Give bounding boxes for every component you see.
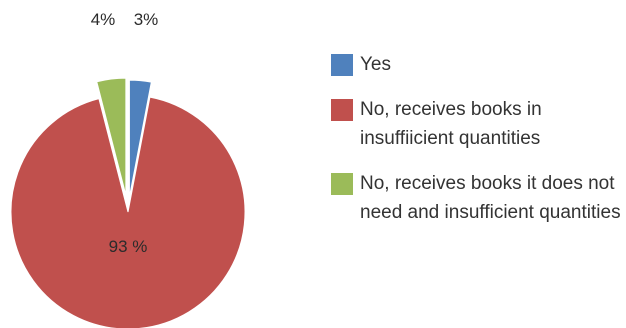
legend: Yes No, receives books in insuffiicient … (331, 50, 621, 243)
legend-swatch-yes (331, 54, 353, 76)
pie-data-labels: 3% 93 % 4% (91, 10, 159, 256)
legend-item-no-not-needed: No, receives books it does not need and … (331, 169, 621, 227)
legend-swatch-no-not-needed (331, 173, 353, 195)
data-label-yes: 3% (134, 10, 159, 29)
legend-swatch-no-insufficient (331, 99, 353, 121)
legend-item-yes: Yes (331, 50, 621, 79)
data-label-no-not-needed: 4% (91, 10, 116, 29)
legend-item-no-insufficient: No, receives books in insuffiicient quan… (331, 95, 621, 153)
legend-label-yes: Yes (360, 54, 391, 75)
legend-label-no-not-needed: No, receives books it does not need and … (360, 173, 621, 223)
pie-slice-no-insufficient (10, 96, 246, 328)
pie-slice-yes (128, 79, 152, 198)
pie-slices (10, 77, 246, 328)
data-label-no-insufficient: 93 % (109, 237, 148, 256)
legend-label-no-insufficient: No, receives books in insuffiicient quan… (360, 99, 542, 149)
pie-slice-no-not-needed (96, 77, 127, 196)
